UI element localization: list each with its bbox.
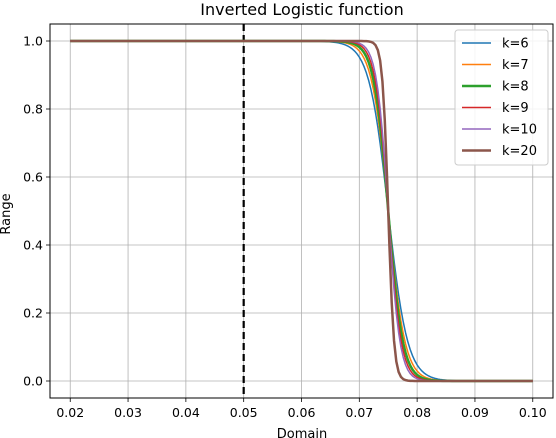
- legend-label: k=6: [502, 37, 529, 52]
- x-tick-label: 0.10: [519, 405, 547, 420]
- legend-label: k=20: [502, 144, 537, 159]
- y-tick-label: 0.2: [23, 306, 43, 321]
- series-layer: [70, 39, 533, 383]
- legend: k=6 k=7 k=8 k=9 k=10 k=20: [454, 29, 549, 166]
- x-tick-label: 0.05: [230, 405, 258, 420]
- chart-title: Inverted Logistic function: [200, 0, 403, 19]
- y-tick-label: 0.8: [23, 102, 43, 117]
- y-tick-label: 0.6: [23, 170, 43, 185]
- legend-label: k=8: [502, 80, 529, 95]
- legend-label: k=10: [502, 123, 537, 138]
- x-tick-label: 0.02: [56, 405, 84, 420]
- x-tick-label: 0.03: [114, 405, 142, 420]
- x-axis-label: Domain: [277, 427, 327, 438]
- x-tick-label: 0.04: [172, 405, 200, 420]
- x-tick-label: 0.06: [288, 405, 316, 420]
- x-tick-label: 0.08: [403, 405, 431, 420]
- y-tick-label: 0.4: [23, 238, 43, 253]
- y-tick-label: 0.0: [23, 374, 43, 389]
- legend-label: k=7: [502, 58, 529, 73]
- y-ticks: 0.0 0.2 0.4 0.6 0.8 1.0: [23, 34, 50, 389]
- x-tick-label: 0.09: [461, 405, 489, 420]
- legend-label: k=9: [502, 101, 529, 116]
- x-tick-label: 0.07: [345, 405, 373, 420]
- x-ticks: 0.02 0.03 0.04 0.05 0.06 0.07 0.08 0.09 0.10: [56, 398, 547, 420]
- y-tick-label: 1.0: [23, 34, 43, 49]
- series-line-k=20: [70, 39, 533, 383]
- y-axis-label: Range: [0, 193, 14, 234]
